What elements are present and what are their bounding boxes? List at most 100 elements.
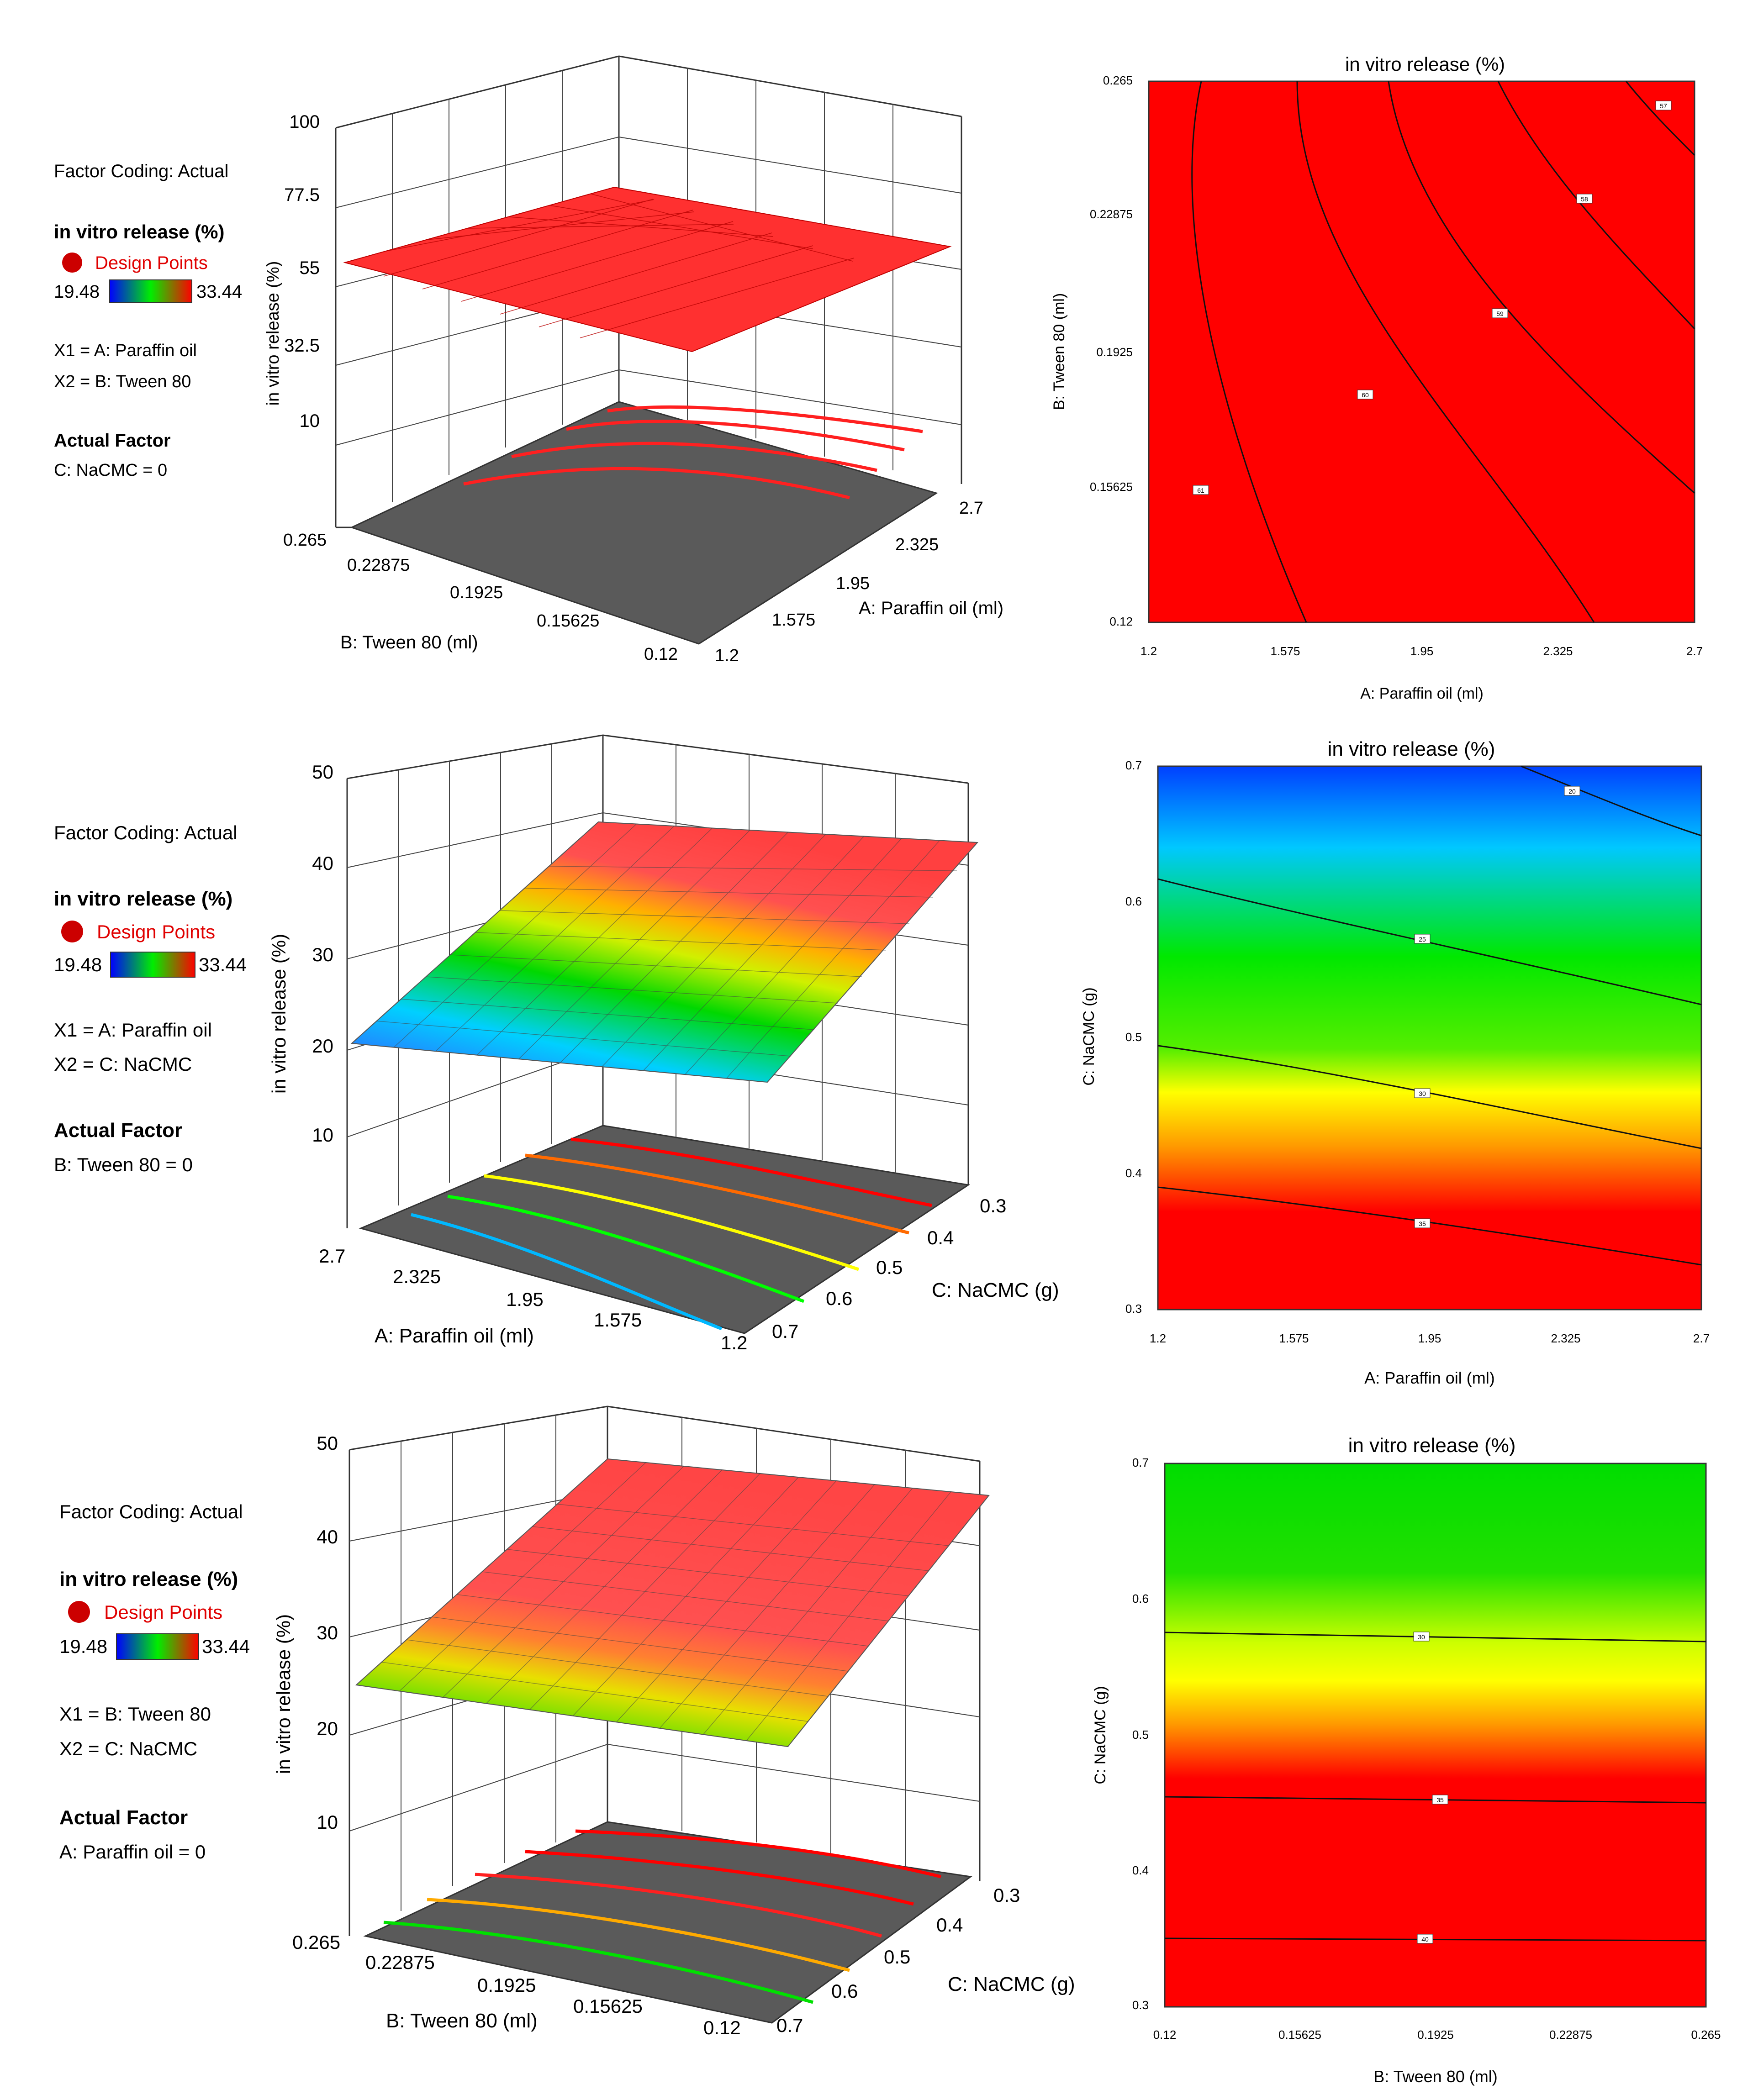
contour-y-ticks: 0.3 0.4 0.5 0.6 0.7: [1132, 1456, 1149, 2012]
z-tick-label: 20: [317, 1718, 338, 1739]
x-tick-label: 1.575: [1270, 644, 1300, 658]
right-tick-label: 0.7: [772, 1321, 798, 1342]
x-tick-label: 1.2: [1150, 1332, 1166, 1345]
contour-y-ticks: 0.12 0.15625 0.1925 0.22875 0.265: [1090, 74, 1133, 628]
legend-factor-coding: Factor Coding: Actual: [54, 161, 228, 181]
contour-y-ticks: 0.3 0.4 0.5 0.6 0.7: [1125, 758, 1142, 1316]
contour-x-ticks: 0.12 0.15625 0.1925 0.22875 0.265: [1153, 2028, 1721, 2042]
panel-1-surface-plot: Factor Coding: Actual in vitro release (…: [54, 55, 1003, 665]
legend-actual-factor-title: Actual Factor: [54, 431, 171, 451]
z-tick-label: 30: [317, 1622, 338, 1643]
legend-factor-coding: Factor Coding: Actual: [59, 1501, 243, 1522]
right-tick-label: 0.5: [884, 1946, 910, 1968]
left-tick-label: 0.1925: [477, 1974, 536, 1996]
contour-level-label: 30: [1419, 1090, 1426, 1097]
z-tick-label: 20: [312, 1035, 333, 1057]
panel-2-floor-contours: [411, 1137, 932, 1331]
legend-x1: X1 = A: Paraffin oil: [54, 1019, 212, 1041]
panel-3-z-axis: 50 40 30 20 10 in vitro release (%): [273, 1432, 338, 1833]
x-tick-label: 0.12: [1153, 2028, 1177, 2042]
legend-actual-factor-value: C: NaCMC = 0: [54, 461, 167, 480]
contour-plot-area: [1164, 1463, 1707, 2008]
right-tick-label: 0.3: [993, 1884, 1020, 1906]
legend-response-title: in vitro release (%): [54, 221, 224, 242]
panel-3-axes-box: [348, 1405, 981, 2024]
legend-design-points: Design Points: [104, 1601, 222, 1623]
x-tick-label: 1.95: [1418, 1332, 1441, 1345]
left-tick-label: 1.95: [506, 1289, 544, 1310]
panel-3-right-axis: 0.3 0.4 0.5 0.6 0.7 C: NaCMC (g): [776, 1884, 1075, 2036]
right-axis-label: C: NaCMC (g): [932, 1279, 1059, 1301]
z-tick-label: 32.5: [284, 336, 320, 356]
legend-design-points: Design Points: [97, 921, 215, 942]
z-tick-label: 40: [317, 1526, 338, 1547]
z-tick-label: 50: [317, 1432, 338, 1454]
legend-scale-min: 19.48: [54, 282, 100, 302]
contour-level-label: 35: [1419, 1220, 1426, 1227]
legend-scale-max: 33.44: [202, 1636, 250, 1657]
z-tick-label: 77.5: [284, 185, 320, 205]
legend-x1: X1 = B: Tween 80: [59, 1703, 211, 1725]
contour-level-label: 60: [1362, 391, 1369, 399]
right-tick-label: 0.6: [831, 1980, 858, 2002]
y-tick-label: 0.12: [1109, 615, 1133, 628]
x-tick-label: 0.22875: [1549, 2028, 1592, 2042]
left-tick-label: 2.325: [393, 1266, 441, 1287]
x-tick-label: 2.325: [1543, 644, 1573, 658]
response-surface-mesh: [355, 1458, 990, 1747]
left-tick-label: 0.22875: [347, 556, 410, 575]
legend-x2: X2 = C: NaCMC: [59, 1738, 197, 1759]
contour-level-label: 57: [1660, 102, 1667, 110]
contour-level-label: 61: [1197, 487, 1204, 494]
contour-y-label: B: Tween 80 (ml): [1051, 293, 1068, 410]
left-tick-label: 1.575: [594, 1309, 642, 1331]
right-axis-label: A: Paraffin oil (ml): [859, 598, 1003, 618]
y-tick-label: 0.5: [1125, 1030, 1142, 1044]
left-tick-label: 0.15625: [537, 611, 599, 631]
contour-x-label: A: Paraffin oil (ml): [1360, 685, 1484, 702]
y-tick-label: 0.5: [1132, 1728, 1149, 1742]
y-tick-label: 0.7: [1132, 1456, 1149, 1469]
panel-3-response-surface: [355, 1458, 990, 1747]
contour-level-labels: 30 35 40: [1413, 1632, 1448, 1944]
legend-scale-min: 19.48: [59, 1636, 107, 1657]
panel-1-contour-plot: in vitro release (%) 61 60 59 58 57 1.2 …: [1051, 53, 1703, 702]
x-tick-label: 1.2: [1141, 644, 1157, 658]
y-tick-label: 0.6: [1125, 895, 1142, 908]
legend-x1: X1 = A: Paraffin oil: [54, 341, 197, 360]
y-tick-label: 0.3: [1132, 1998, 1149, 2012]
panel-3-floor-contours: [383, 1829, 941, 2004]
contour-level-label: 35: [1436, 1796, 1444, 1804]
y-tick-label: 0.1925: [1096, 345, 1133, 359]
z-tick-label: 40: [312, 853, 333, 874]
left-axis-label: B: Tween 80 (ml): [386, 2010, 538, 2032]
panel-2-contour-plot: in vitro release (%) 20 25 30 35 1.2 1.5…: [1080, 738, 1710, 1387]
y-tick-label: 0.7: [1125, 758, 1142, 772]
x-tick-label: 0.1925: [1417, 2028, 1454, 2042]
right-tick-label: 0.6: [826, 1288, 852, 1309]
contour-level-labels: 20 25 30 35: [1414, 786, 1580, 1228]
contour-y-label: C: NaCMC (g): [1080, 987, 1098, 1085]
legend-scale-max: 33.44: [196, 282, 242, 302]
contour-level-label: 40: [1421, 1936, 1429, 1943]
y-tick-label: 0.265: [1103, 74, 1133, 87]
left-tick-label: 0.1925: [450, 583, 503, 602]
panel-2-legend: Factor Coding: Actual in vitro release (…: [54, 822, 247, 1175]
contour-level-label: 58: [1581, 195, 1588, 203]
contour-title: in vitro release (%): [1345, 53, 1505, 75]
left-axis-label: A: Paraffin oil (ml): [375, 1325, 534, 1347]
contour-x-label: A: Paraffin oil (ml): [1364, 1368, 1494, 1387]
right-tick-label: 1.575: [772, 611, 815, 630]
color-scale-bar: [109, 279, 192, 303]
color-scale-bar: [110, 952, 195, 978]
legend-response-title: in vitro release (%): [59, 1568, 238, 1590]
contour-level-label: 25: [1419, 936, 1426, 943]
panel-2-surface-plot: Factor Coding: Actual in vitro release (…: [54, 734, 1059, 1353]
panel-1-axes-box: [335, 55, 962, 645]
z-tick-label: 50: [312, 761, 333, 783]
color-scale-bar: [116, 1633, 199, 1660]
left-tick-label: 2.7: [319, 1245, 345, 1267]
x-tick-label: 2.7: [1693, 1332, 1710, 1345]
contour-lines: [1191, 81, 1695, 623]
